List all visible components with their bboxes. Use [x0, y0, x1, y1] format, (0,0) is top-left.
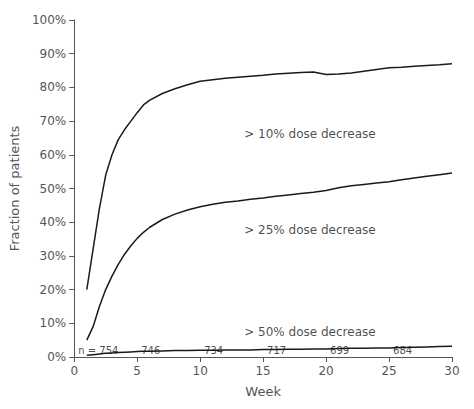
svg-text:30: 30 [444, 364, 459, 378]
svg-text:Week: Week [245, 384, 281, 399]
svg-text:5: 5 [133, 364, 141, 378]
svg-text:746: 746 [141, 345, 160, 356]
svg-text:> 10% dose decrease: > 10% dose decrease [244, 127, 375, 141]
svg-text:25: 25 [381, 364, 396, 378]
svg-text:80%: 80% [40, 80, 67, 94]
svg-text:> 50% dose decrease: > 50% dose decrease [244, 325, 375, 339]
svg-text:70%: 70% [40, 114, 67, 128]
svg-text:699: 699 [330, 345, 349, 356]
svg-text:40%: 40% [40, 215, 67, 229]
svg-text:10%: 10% [40, 316, 67, 330]
svg-text:15: 15 [255, 364, 270, 378]
svg-text:> 25% dose decrease: > 25% dose decrease [244, 223, 375, 237]
svg-text:0%: 0% [47, 350, 66, 364]
svg-text:50%: 50% [40, 182, 67, 196]
svg-text:60%: 60% [40, 148, 67, 162]
svg-text:100%: 100% [32, 13, 66, 27]
svg-text:20%: 20% [40, 283, 67, 297]
svg-text:90%: 90% [40, 47, 67, 61]
svg-text:30%: 30% [40, 249, 67, 263]
svg-text:20: 20 [318, 364, 333, 378]
svg-text:n = 754: n = 754 [78, 344, 119, 356]
svg-text:Fraction of patients: Fraction of patients [7, 125, 22, 251]
svg-text:717: 717 [267, 344, 287, 356]
svg-text:10: 10 [192, 364, 207, 378]
svg-text:684: 684 [393, 345, 412, 356]
svg-text:734: 734 [204, 344, 224, 356]
svg-text:0: 0 [70, 364, 78, 378]
